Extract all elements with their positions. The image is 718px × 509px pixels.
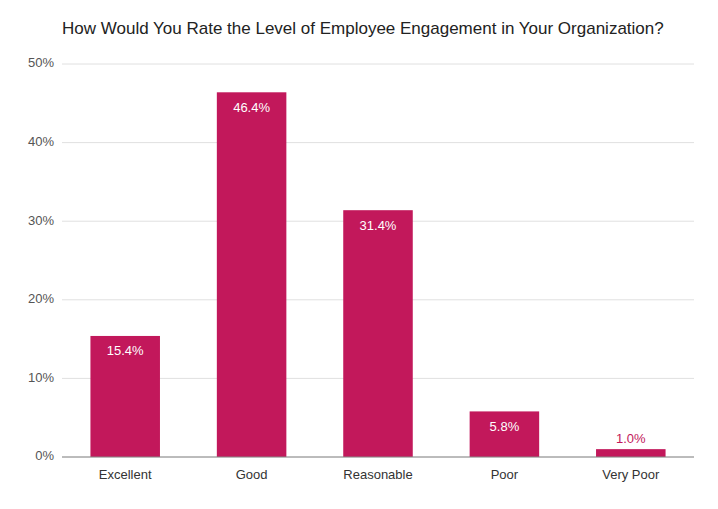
chart-title: How Would You Rate the Level of Employee… [62,19,664,38]
x-tick-label: Poor [491,467,519,482]
data-label: 5.8% [490,419,520,434]
bar [343,210,413,457]
data-label: 1.0% [616,431,646,446]
x-axis-line [62,457,694,458]
data-labels: 15.4% 46.4% 31.4% 5.8% 1.0% [107,100,646,446]
x-tick-label: Good [236,467,268,482]
bar [217,92,287,457]
y-tick-label: 50% [28,55,54,70]
y-tick-label: 30% [28,213,54,228]
y-tick-label: 40% [28,134,54,149]
x-tick-label: Excellent [99,467,152,482]
data-label: 31.4% [360,218,397,233]
chart-container: How Would You Rate the Level of Employee… [0,0,718,509]
y-tick-label: 0% [35,448,54,463]
data-label: 15.4% [107,343,144,358]
y-axis: 0% 10% 20% 30% 40% 50% [28,55,694,463]
x-axis: Excellent Good Reasonable Poor Very Poor [62,457,694,482]
data-label: 46.4% [233,100,270,115]
x-tick-label: Reasonable [343,467,412,482]
y-tick-label: 20% [28,291,54,306]
chart-svg: How Would You Rate the Level of Employee… [0,0,718,509]
x-tick-label: Very Poor [602,467,660,482]
grid-line [62,142,694,143]
y-tick-label: 10% [28,370,54,385]
bar [596,449,666,457]
bars [90,92,665,457]
grid-line [62,64,694,65]
bar [90,336,160,457]
bar [470,411,540,457]
grid-line [62,457,694,458]
